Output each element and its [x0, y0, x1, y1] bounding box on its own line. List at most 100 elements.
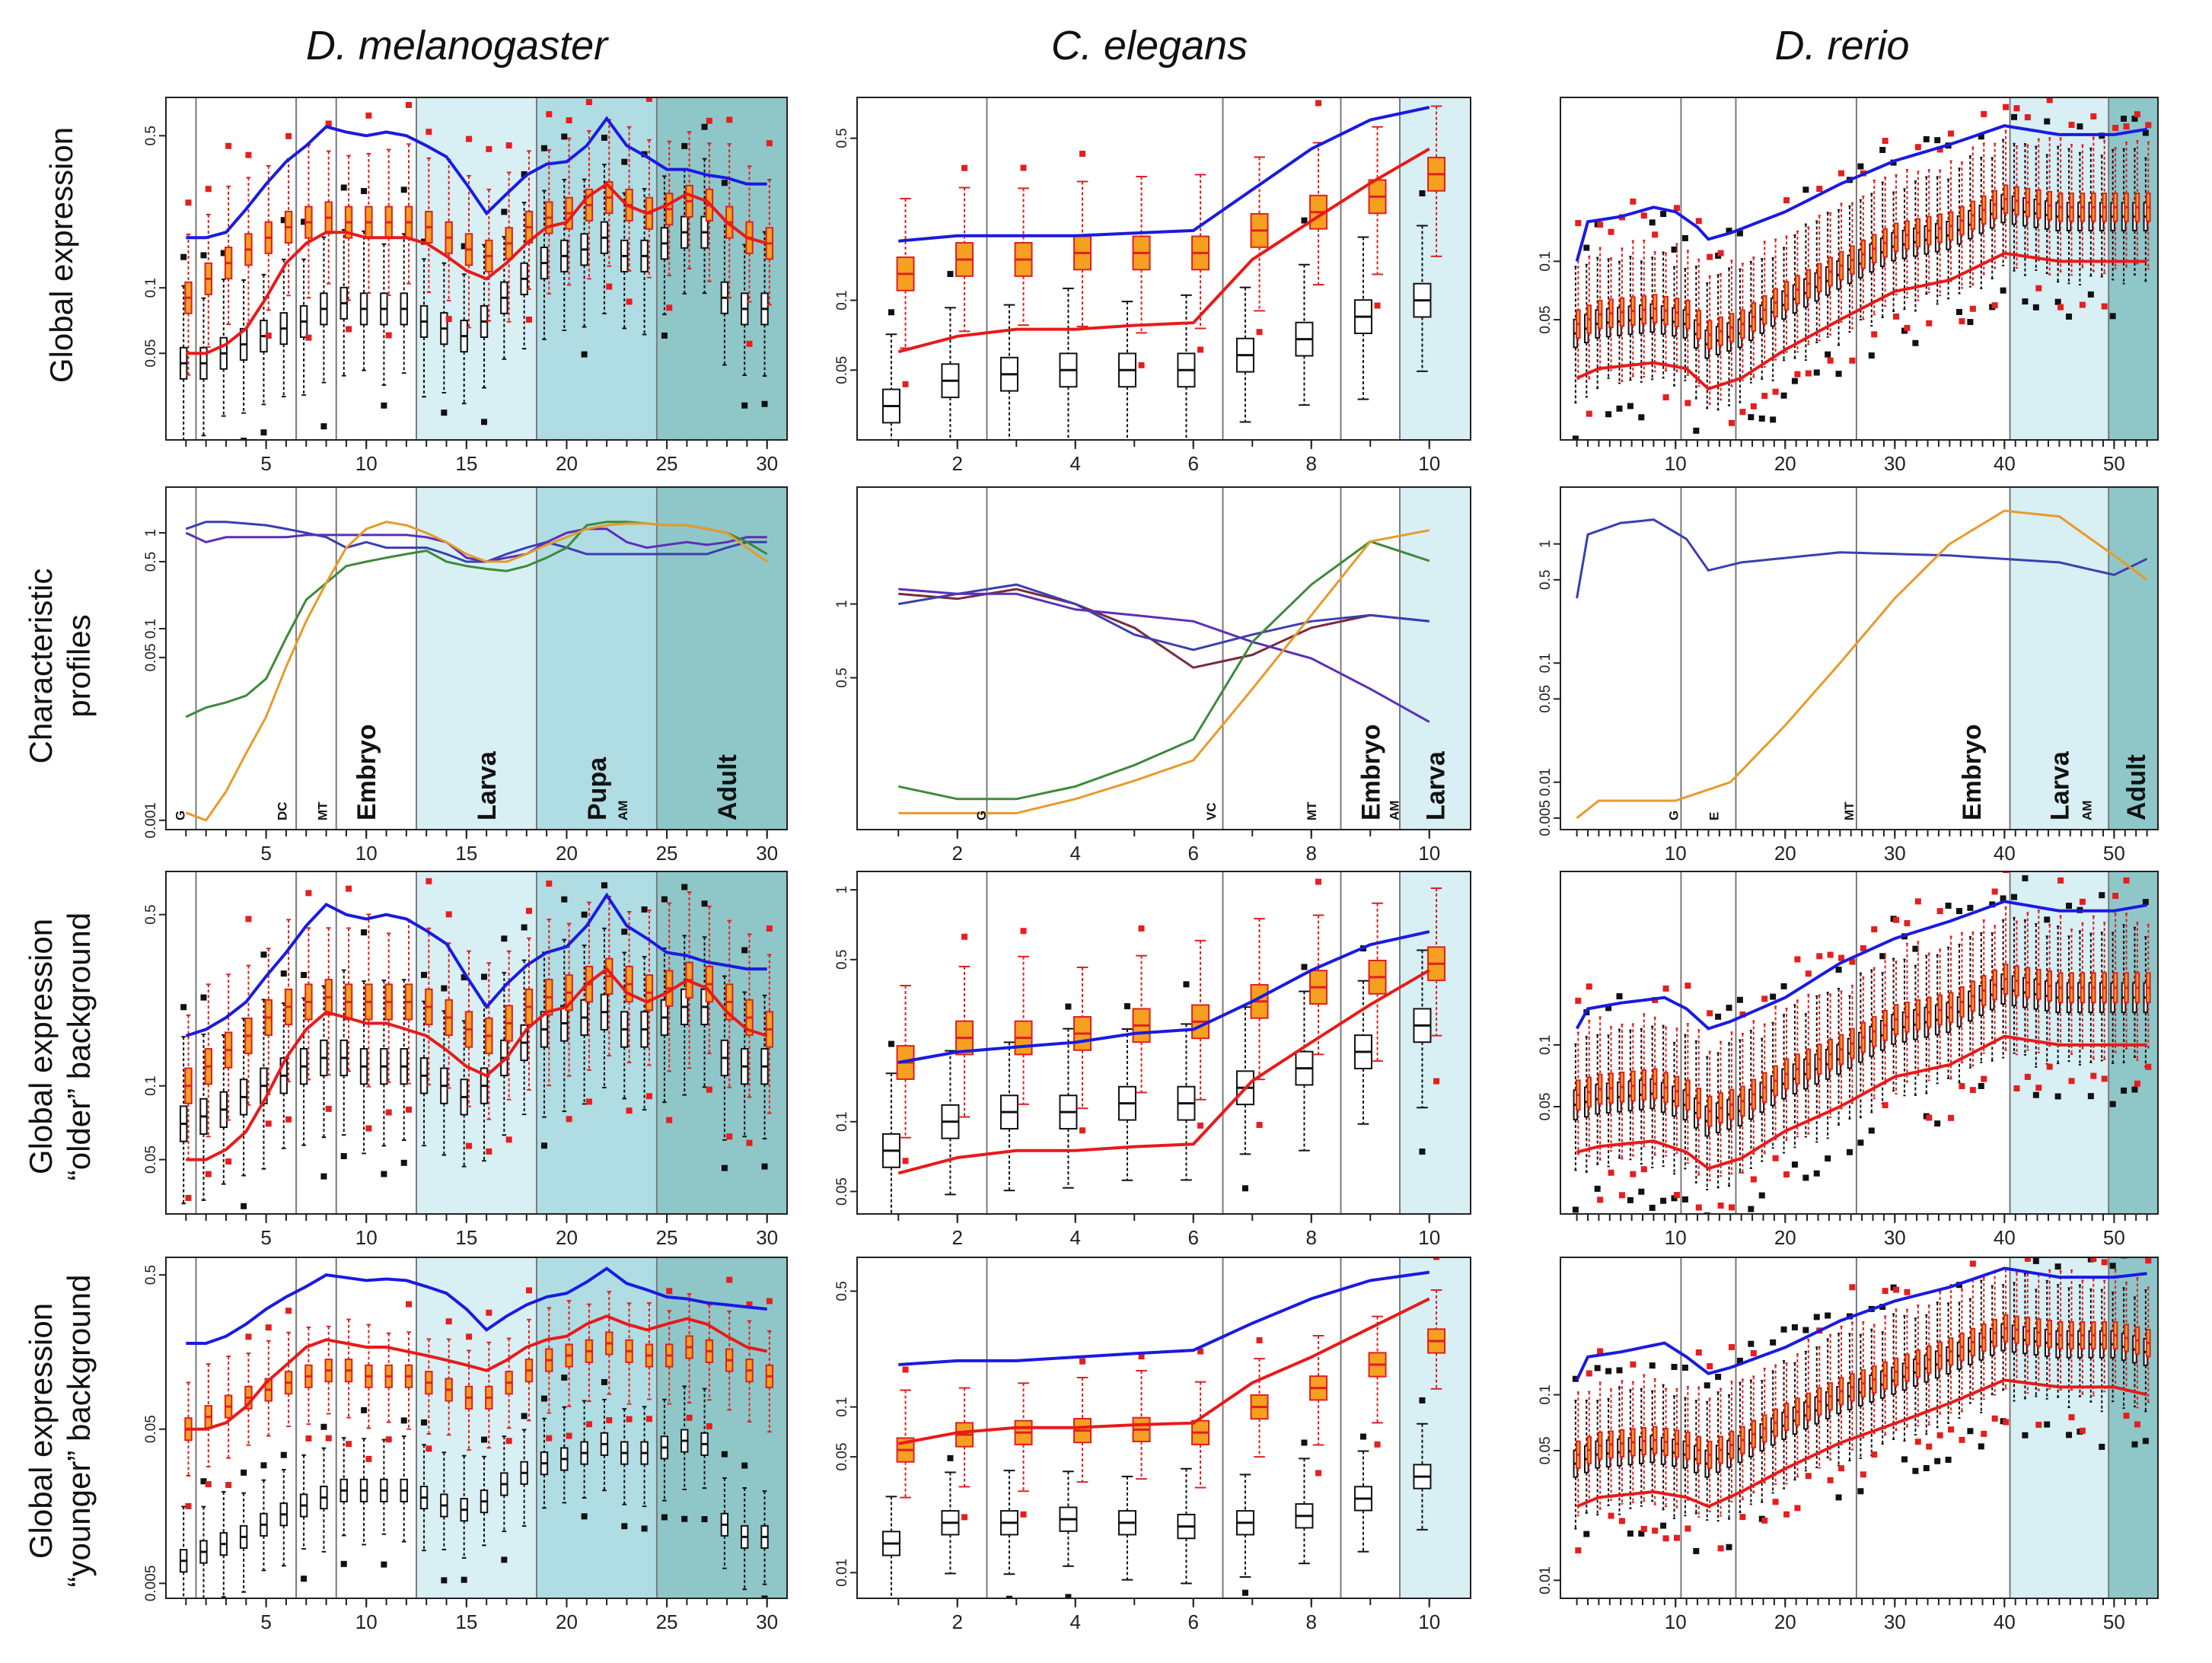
outlier-point [1934, 1120, 1941, 1127]
outlier-point [1871, 926, 1878, 933]
boxplot-orange-5 [1132, 1353, 1151, 1480]
stage-name-label: Embryo [1356, 724, 1385, 820]
outlier-point [1006, 1595, 1012, 1598]
outlier-point [1673, 1192, 1680, 1199]
outlier-point [365, 1125, 372, 1132]
outlier-point [2024, 114, 2031, 121]
boxplot-orange-14 [1717, 1387, 1724, 1552]
outlier-point [301, 218, 308, 225]
panel-plot-area [881, 97, 1471, 440]
outlier-point [1956, 308, 1963, 315]
boxplot-white-15 [460, 974, 468, 1168]
outlier-point [1065, 1594, 1072, 1598]
marker-label: MT [315, 801, 330, 820]
panel-plot-area [185, 487, 787, 830]
outlier-point [1673, 205, 1680, 212]
outlier-point [1739, 409, 1746, 416]
outlier-point [641, 1525, 648, 1532]
y-tick-label: 0.5 [834, 950, 850, 970]
outlier-point [681, 1515, 688, 1522]
boxplot-orange-47 [2079, 144, 2086, 308]
boxplot-orange-13 [425, 129, 433, 294]
outlier-point [1945, 902, 1952, 909]
outlier-point [706, 1086, 712, 1093]
outlier-point [1868, 1127, 1875, 1134]
outlier-point [2145, 1063, 2152, 1070]
y-tick-label: 0.05 [143, 1415, 159, 1443]
outlier-point [1652, 1528, 1659, 1534]
outlier-point [2134, 111, 2140, 118]
outlier-point [741, 1462, 748, 1469]
panel-dmel-global-expression: 0.05 0.1 0.5 5 10 15 20 25 30 [143, 97, 788, 475]
boxplot-orange-15 [1728, 1344, 1735, 1502]
outlier-point [621, 1523, 628, 1530]
outlier-point [1079, 1358, 1086, 1365]
outlier-point [902, 1158, 909, 1164]
boxplot-orange-17 [505, 1337, 513, 1445]
outlier-point [1978, 133, 1984, 140]
profile-line-1 [1576, 509, 2148, 819]
boxplot-orange-4 [244, 916, 253, 1106]
outlier-point [686, 1414, 693, 1421]
outlier-point [441, 409, 448, 416]
outlier-point [285, 1116, 292, 1123]
outlier-point [1359, 1433, 1366, 1440]
boxplot-white-26 [680, 142, 689, 295]
outlier-point [1616, 405, 1623, 412]
max-expression-line [1575, 900, 2147, 1031]
outlier-point [1649, 219, 1656, 226]
boxplot-orange-7 [304, 144, 313, 341]
boxplot-white-29 [740, 947, 749, 1138]
boxplot-white-6 [1177, 981, 1196, 1181]
outlier-point [365, 112, 372, 119]
boxplot-white-1 [881, 309, 900, 440]
boxplot-orange-24 [1827, 1333, 1834, 1483]
boxplot-orange-39 [1991, 1270, 1998, 1422]
boxplot-orange-52 [2134, 922, 2140, 1087]
outlier-point [621, 158, 628, 165]
boxplot-orange-51 [2123, 123, 2130, 268]
boxplot-white-43 [2032, 145, 2039, 311]
outlier-point [1079, 151, 1086, 158]
boxplot-orange-3 [1014, 1382, 1033, 1518]
outlier-point [1780, 392, 1787, 399]
outlier-point [285, 132, 292, 139]
row-label-global-expression: Global expression [43, 127, 79, 383]
x-tick-label: 6 [1188, 1226, 1199, 1249]
outlier-point [1627, 1196, 1634, 1203]
boxplot-white-6 [279, 217, 288, 398]
outlier-point [1813, 1314, 1820, 1321]
boxplot-orange-18 [524, 907, 534, 1091]
outlier-point [1020, 164, 1027, 171]
outlier-point [340, 1560, 347, 1567]
outlier-point [421, 1419, 428, 1426]
boxplot-white-22 [600, 1378, 609, 1492]
x-tick-label: 25 [656, 1226, 678, 1249]
outlier-point [1660, 211, 1667, 218]
outlier-point [566, 117, 572, 124]
boxplot-white-10 [1413, 1397, 1432, 1531]
outlier-point [2099, 892, 2105, 899]
outlier-point [726, 116, 733, 123]
outlier-point [2101, 303, 2108, 310]
boxplot-orange-23 [625, 910, 633, 1114]
marker-label: E [1707, 812, 1722, 820]
outlier-point [1630, 1171, 1637, 1177]
mean-expression-line [186, 182, 768, 355]
outlier-point [1715, 1373, 1722, 1380]
period-shading-1 [536, 871, 657, 1214]
boxplot-orange-37 [1969, 1260, 1976, 1400]
period-shading-1 [2108, 487, 2158, 830]
profile-line-3 [897, 540, 1430, 801]
profile-line-2 [898, 588, 1430, 723]
max-expression-line [186, 1266, 767, 1345]
boxplot-white-2 [199, 994, 208, 1201]
outlier-point [1608, 1169, 1614, 1176]
boxplot-orange-16 [1739, 1011, 1746, 1174]
boxplot-white-14 [440, 1451, 448, 1584]
boxplot-white-1 [179, 1505, 188, 1598]
period-shading-1 [536, 97, 657, 440]
boxplot-orange-40 [2003, 104, 2010, 260]
boxplot-orange-38 [1981, 110, 1987, 276]
boxplot-white-9 [1353, 1433, 1372, 1553]
